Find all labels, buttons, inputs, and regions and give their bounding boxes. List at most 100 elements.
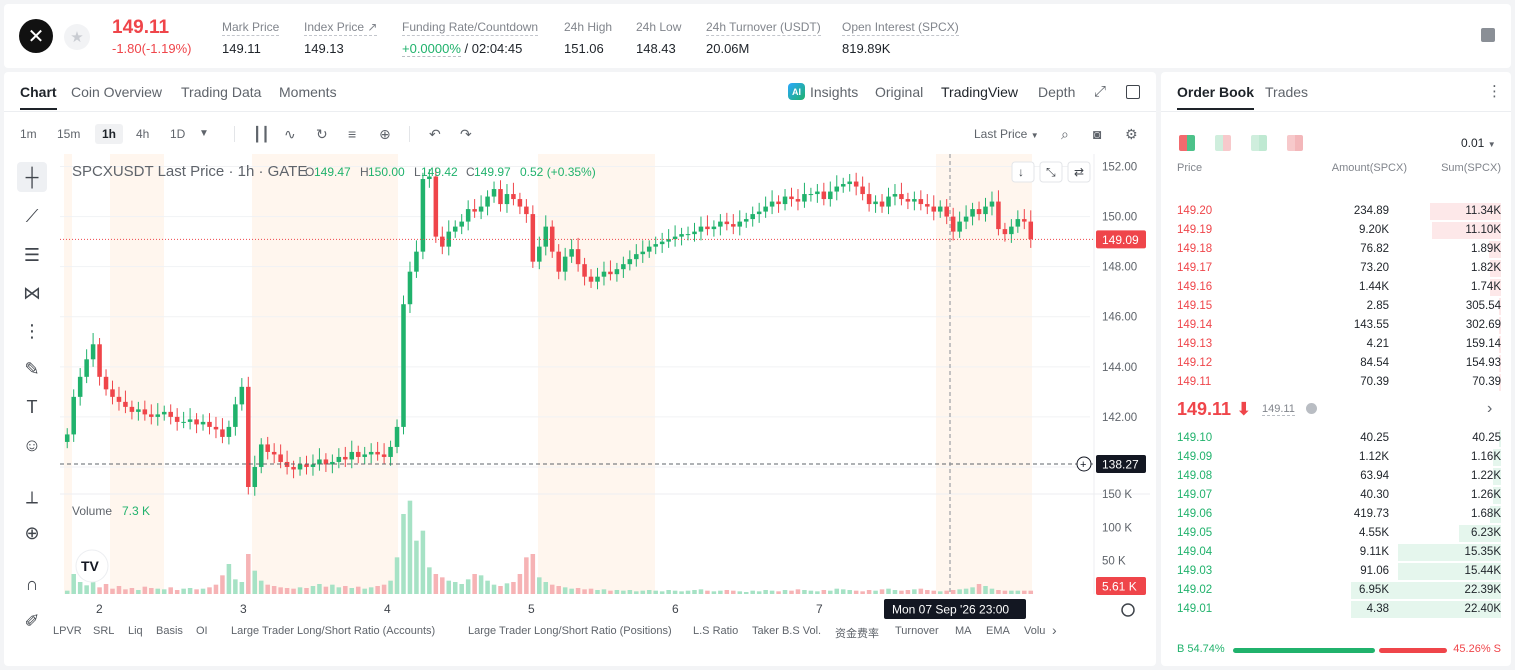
- ask-row[interactable]: 149.16 1.44K 1.74K: [1161, 278, 1511, 297]
- volume-bar: [491, 584, 497, 594]
- tab-trades[interactable]: Trades: [1265, 84, 1309, 100]
- indicator-toggle[interactable]: 资金费率: [835, 628, 879, 640]
- bid-row[interactable]: 149.02 6.95K 22.39K: [1161, 581, 1511, 600]
- compare-icon[interactable]: ↻: [316, 126, 328, 142]
- indicator-toggle[interactable]: L.S Ratio: [693, 625, 739, 637]
- expand-icon[interactable]: ⤢: [1094, 83, 1107, 100]
- magnet-icon[interactable]: ∩: [25, 573, 39, 594]
- bid-row[interactable]: 149.09 1.12K 1.16K: [1161, 448, 1511, 467]
- view-bids-icon[interactable]: [1251, 135, 1267, 151]
- emoji-tool-icon[interactable]: ☺: [22, 434, 42, 455]
- ask-row[interactable]: 149.15 2.85 305.54: [1161, 297, 1511, 316]
- book-icon[interactable]: [1481, 28, 1495, 42]
- ruler-tool-icon[interactable]: ⟂: [25, 486, 38, 507]
- chart-toolbar: 1m 15m 1h 4h 1D ▼ ┃┃ ∿ ↻ ≡ ⊕ ↶ ↷ Last Pr…: [4, 116, 1156, 150]
- zoom-in-icon[interactable]: ⊕: [24, 522, 40, 543]
- candle-body: [614, 269, 620, 275]
- timeframe-1d[interactable]: 1D: [170, 127, 186, 141]
- indicator-toggle[interactable]: Volu: [1024, 625, 1046, 637]
- price-type-select[interactable]: Last Price ▼: [974, 127, 1039, 141]
- volume-bar: [588, 588, 594, 594]
- horizontal-lines-tool-icon[interactable]: ☰: [23, 244, 41, 265]
- window-icon[interactable]: [1126, 85, 1140, 99]
- ask-row[interactable]: 149.11 70.39 70.39: [1161, 373, 1511, 392]
- price-axis-label: 146.00: [1102, 312, 1137, 324]
- bid-row[interactable]: 149.07 40.30 1.26K: [1161, 486, 1511, 505]
- ask-row[interactable]: 149.20 234.89 11.34K: [1161, 202, 1511, 221]
- indicator-toggle[interactable]: Large Trader Long/Short Ratio (Positions…: [468, 625, 672, 637]
- indicators-icon[interactable]: ∿: [284, 126, 296, 142]
- timeframe-15m[interactable]: 15m: [57, 127, 81, 141]
- ask-row[interactable]: 149.13 4.21 159.14: [1161, 335, 1511, 354]
- brush-tool-icon[interactable]: ✎: [24, 358, 40, 379]
- crosshair-tool-icon[interactable]: ┼: [17, 162, 47, 192]
- timeframe-dropdown-icon[interactable]: ▼: [199, 128, 209, 139]
- chevron-right-icon[interactable]: ›: [1487, 400, 1493, 417]
- view-original[interactable]: Original: [875, 84, 924, 100]
- indicator-toggle[interactable]: Large Trader Long/Short Ratio (Accounts): [231, 625, 436, 637]
- tab-order-book[interactable]: Order Book: [1177, 84, 1255, 110]
- bid-row[interactable]: 149.01 4.38 22.40K: [1161, 600, 1511, 619]
- pattern-tool-icon[interactable]: ⋈: [23, 282, 41, 303]
- favorite-star-icon[interactable]: ★: [64, 24, 90, 50]
- candle-body: [653, 244, 658, 247]
- view-both-icon[interactable]: [1179, 135, 1195, 151]
- price-change: -1.80(-1.19%): [112, 41, 192, 56]
- indicator-toggle[interactable]: Turnover: [895, 625, 939, 637]
- stat-24h-turnover[interactable]: 24h Turnover (USDT) 20.06M: [706, 18, 821, 56]
- stat-index-price[interactable]: Index Price ↗ 149.13: [304, 18, 378, 56]
- indicator-toggle[interactable]: Liq: [128, 625, 143, 637]
- indicator-toggle[interactable]: Basis: [156, 625, 183, 637]
- view-sells-icon[interactable]: [1287, 135, 1303, 151]
- ask-row[interactable]: 149.17 73.20 1.82K: [1161, 259, 1511, 278]
- view-tradingview[interactable]: TradingView: [941, 84, 1019, 100]
- indicator-toggle[interactable]: OI: [196, 625, 208, 637]
- candle-type-icon[interactable]: ┃┃: [253, 126, 270, 142]
- timeframe-4h[interactable]: 4h: [136, 127, 150, 141]
- gear-icon[interactable]: ⚙: [1125, 126, 1138, 142]
- ask-row[interactable]: 149.19 9.20K 11.10K: [1161, 221, 1511, 240]
- bid-row[interactable]: 149.05 4.55K 6.23K: [1161, 524, 1511, 543]
- ask-row[interactable]: 149.18 76.82 1.89K: [1161, 240, 1511, 259]
- chevron-right-icon[interactable]: ›: [1052, 622, 1057, 638]
- stat-open-interest[interactable]: Open Interest (SPCX) 819.89K: [842, 18, 959, 56]
- bid-row[interactable]: 149.08 63.94 1.22K: [1161, 467, 1511, 486]
- redo-icon[interactable]: ↷: [460, 126, 472, 142]
- indicator-toggle[interactable]: Taker B.S Vol.: [752, 625, 822, 637]
- more-options-icon[interactable]: ⋮: [1487, 83, 1502, 100]
- tab-chart[interactable]: Chart: [20, 84, 57, 110]
- add-indicator-icon[interactable]: ⊕: [379, 126, 391, 142]
- timeframe-1h[interactable]: 1h: [95, 124, 124, 144]
- indicator-toggle[interactable]: SRL: [93, 625, 115, 637]
- fib-tool-icon[interactable]: ⋮: [23, 320, 41, 341]
- stat-funding-rate[interactable]: Funding Rate/Countdown +0.0000% / 02:04:…: [402, 18, 539, 57]
- templates-icon[interactable]: ≡: [348, 126, 357, 142]
- trendline-tool-icon[interactable]: ⟋: [25, 205, 39, 226]
- search-icon[interactable]: ⌕: [1061, 126, 1069, 142]
- insights-link[interactable]: Insights: [810, 84, 859, 100]
- volume-bar: [679, 591, 684, 594]
- camera-icon[interactable]: ◙: [1093, 126, 1102, 142]
- view-asks-icon[interactable]: [1215, 135, 1231, 151]
- ask-row[interactable]: 149.12 84.54 154.93: [1161, 354, 1511, 373]
- text-tool-icon[interactable]: T: [26, 396, 38, 417]
- stat-mark-price[interactable]: Mark Price 149.11: [222, 18, 280, 56]
- view-depth[interactable]: Depth: [1038, 84, 1076, 100]
- indicator-toggle[interactable]: EMA: [986, 625, 1010, 637]
- undo-icon[interactable]: ↶: [429, 126, 441, 142]
- indicator-toggle[interactable]: LPVR: [53, 625, 82, 637]
- price-chart[interactable]: 152.00150.00148.00146.00144.00142.00140.…: [60, 154, 1150, 624]
- tab-trading-data[interactable]: Trading Data: [181, 84, 262, 100]
- bid-row[interactable]: 149.04 9.11K 15.35K: [1161, 543, 1511, 562]
- indicator-toggle[interactable]: MA: [955, 625, 972, 637]
- tick-size-select[interactable]: 0.01 ▼: [1461, 136, 1496, 150]
- bid-row[interactable]: 149.03 91.06 15.44K: [1161, 562, 1511, 581]
- bid-row[interactable]: 149.06 419.73 1.68K: [1161, 505, 1511, 524]
- ask-row[interactable]: 149.14 143.55 302.69: [1161, 316, 1511, 335]
- bid-row[interactable]: 149.10 40.25 40.25: [1161, 429, 1511, 448]
- ai-insights-icon[interactable]: AI: [788, 83, 805, 100]
- pencil-lock-icon[interactable]: ✐: [24, 610, 40, 631]
- tab-coin-overview[interactable]: Coin Overview: [71, 84, 163, 100]
- timeframe-1m[interactable]: 1m: [20, 127, 37, 141]
- tab-moments[interactable]: Moments: [279, 84, 337, 100]
